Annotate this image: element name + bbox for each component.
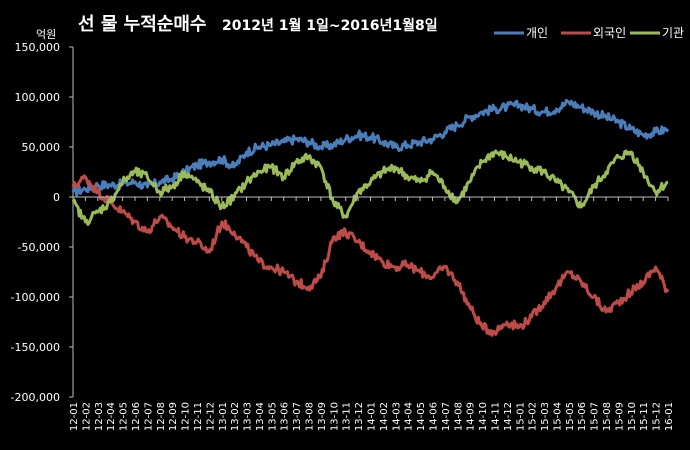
x-tick-label: 12-07 [143, 402, 154, 431]
x-tick-label: 13-02 [230, 402, 241, 431]
legend-label-2: 외국인 [593, 26, 626, 40]
x-tick-label: 12-06 [131, 402, 142, 431]
x-tick-label: 14-11 [490, 402, 501, 431]
x-tick-label: 12-10 [181, 402, 192, 431]
x-tick-label: 14-01 [367, 402, 378, 431]
x-tick-label: 14-08 [453, 402, 464, 431]
y-tick-label: -50,000 [18, 241, 60, 254]
x-tick-label: 14-06 [428, 402, 439, 431]
x-tick-label: 16-01 [664, 402, 675, 431]
y-tick-label: 50,000 [22, 141, 61, 154]
x-tick-label: 15-11 [639, 402, 650, 431]
x-tick-label: 15-03 [540, 402, 551, 431]
y-axis: 150,000 100,000 50,000 0 -50,000 -100,000 -150… [11, 41, 74, 404]
x-tick-label: 14-05 [416, 402, 427, 431]
y-axis-unit-label: 억원 [36, 28, 56, 41]
x-tick-label: 15-08 [602, 402, 613, 431]
x-tick-label: 14-07 [441, 402, 452, 431]
x-tick-label: 13-05 [267, 402, 278, 431]
series-line-2 [71, 174, 670, 337]
y-tick-label: -150,000 [11, 341, 60, 354]
x-tick-label: 13-10 [329, 402, 340, 431]
legend: 개인 외국인 기관 [494, 26, 684, 40]
x-tick-label: 15-10 [627, 402, 638, 431]
x-tick-label: 15-06 [577, 402, 588, 431]
x-tick-label: 14-03 [391, 402, 402, 431]
x-tick-label: 15-09 [614, 402, 625, 431]
chart-title-main: 선 물 누적순매수 [78, 14, 206, 35]
x-tick-label: 13-03 [243, 402, 254, 431]
y-tick-label: 150,000 [15, 41, 61, 54]
x-tick-label: 12-04 [106, 402, 117, 431]
x-tick-label: 12-12 [205, 402, 216, 431]
x-tick-label: 15-12 [652, 402, 663, 431]
series-line-3 [71, 149, 669, 226]
x-tick-label: 14-10 [478, 402, 489, 431]
x-tick-label: 13-11 [342, 402, 353, 431]
x-tick-label: 12-09 [168, 402, 179, 431]
x-tick-label: 14-02 [379, 402, 390, 431]
series-line-1 [71, 98, 670, 197]
x-tick-label: 12-05 [119, 402, 130, 431]
x-tick-label: 12-02 [81, 402, 92, 431]
x-tick-label: 12-08 [156, 402, 167, 431]
series-lines [71, 98, 670, 337]
x-tick-label: 12-01 [69, 402, 80, 431]
x-axis: 12-01 12-02 12-03 12-04 12-05 12-06 12-07 12-08… [69, 197, 675, 431]
x-tick-label: 13-09 [317, 402, 328, 431]
x-tick-label: 14-04 [404, 402, 415, 431]
y-tick-label: -200,000 [11, 391, 60, 404]
x-tick-label: 13-04 [255, 402, 266, 431]
y-tick-label: 0 [53, 191, 60, 204]
x-tick-label: 14-12 [503, 402, 514, 431]
y-tick-label: -100,000 [11, 291, 60, 304]
x-tick-label: 13-01 [218, 402, 229, 431]
y-tick-label: 100,000 [15, 91, 61, 104]
x-tick-label: 15-01 [515, 402, 526, 431]
legend-label-3: 기관 [662, 26, 684, 40]
x-tick-label: 15-05 [565, 402, 576, 431]
x-tick-label: 15-02 [528, 402, 539, 431]
chart-title-sub: 2012년 1월 1일~2016년1월8일 [222, 17, 438, 34]
x-tick-label: 13-06 [280, 402, 291, 431]
legend-label-1: 개인 [526, 26, 548, 40]
x-tick-label: 12-11 [193, 402, 204, 431]
x-tick-label: 13-07 [292, 402, 303, 431]
x-tick-label: 14-09 [466, 402, 477, 431]
x-tick-label: 15-04 [552, 402, 563, 431]
x-tick-label: 13-08 [305, 402, 316, 431]
x-tick-label: 15-07 [590, 402, 601, 431]
x-tick-label: 12-03 [94, 402, 105, 431]
x-tick-label: 13-12 [354, 402, 365, 431]
